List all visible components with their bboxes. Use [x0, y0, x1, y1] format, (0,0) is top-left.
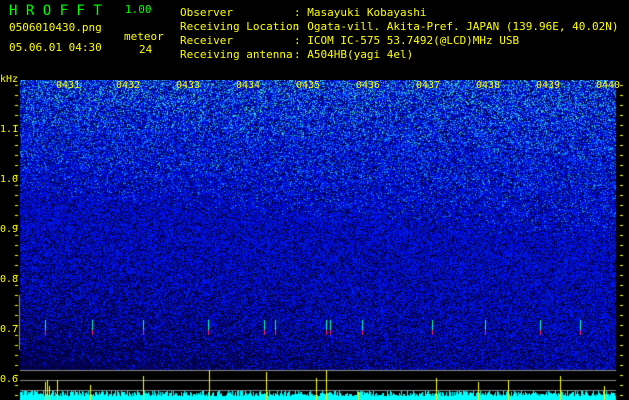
receiver-value: : ICOM IC-575 53.7492(@LCD)MHz USB [294, 34, 520, 47]
observer-value: : Masayuki Kobayashi [294, 6, 427, 19]
meteor-count: 24 [139, 43, 153, 56]
time-label: 0438 [476, 80, 501, 91]
time-label: 0440 [596, 80, 621, 91]
antenna-value: : A504HB(yagi 4el) [294, 48, 414, 61]
observer-label: Observer [180, 6, 233, 19]
y-tick-label: 0.7 [0, 324, 19, 335]
location-label: Receiving Location [180, 20, 300, 33]
time-label: 0439 [536, 80, 561, 91]
time-label: 0434 [236, 80, 261, 91]
meteor-label: meteor [124, 30, 164, 43]
y-unit: kHz [0, 74, 19, 85]
time-label: 0436 [356, 80, 381, 91]
filename: 0506010430.png [9, 21, 102, 34]
y-tick-label: 0.8 [0, 274, 19, 285]
y-tick-label: 1.0 [0, 174, 19, 185]
app-version: 1.00 [125, 3, 152, 16]
time-label: 0435 [296, 80, 321, 91]
time-label: 0432 [116, 80, 141, 91]
y-tick-label: 0.6 [0, 374, 19, 385]
time-label: 0433 [176, 80, 201, 91]
app-title: H R O F F T [9, 3, 102, 19]
time-label: 0437 [416, 80, 441, 91]
y-tick-label: 0.9 [0, 224, 19, 235]
datetime: 05.06.01 04:30 [9, 41, 102, 54]
y-tick-label: 1.1 [0, 124, 19, 135]
antenna-label: Receiving antenna [180, 48, 293, 61]
spectrogram [0, 80, 629, 400]
time-label: 0431 [56, 80, 81, 91]
location-value: : Ogata-vill. Akita-Pref. JAPAN (139.96E… [294, 20, 619, 33]
receiver-label: Receiver [180, 34, 233, 47]
